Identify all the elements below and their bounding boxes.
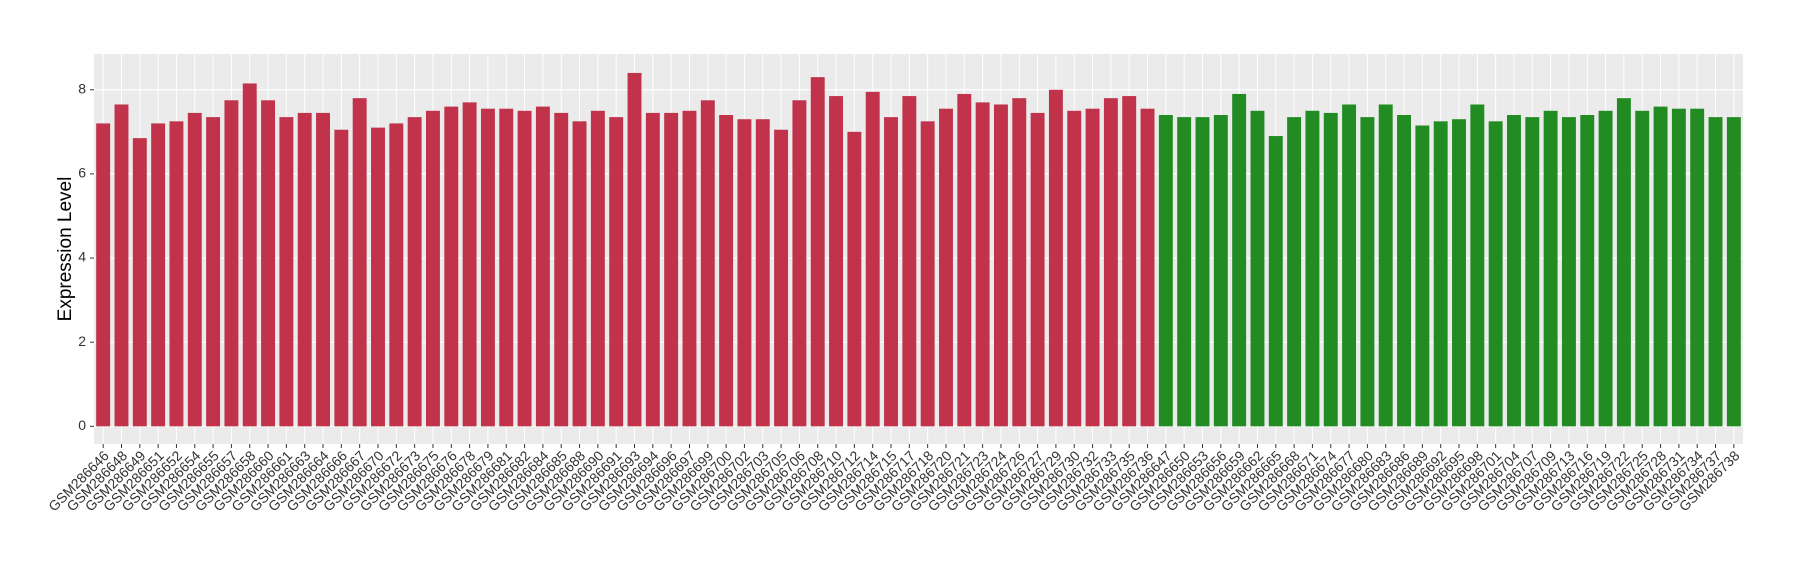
bar <box>993 104 1008 427</box>
bar <box>590 110 605 427</box>
bar <box>1415 125 1430 427</box>
bar <box>1378 104 1393 427</box>
bar <box>719 115 734 427</box>
bar <box>187 112 202 427</box>
y-tick-label: 0 <box>78 417 86 433</box>
bar <box>902 96 917 427</box>
bar <box>499 108 514 427</box>
bar <box>1507 115 1521 427</box>
bar <box>609 117 624 427</box>
bar <box>114 104 129 427</box>
bar <box>1158 115 1173 427</box>
bar <box>261 100 276 427</box>
bar <box>407 117 422 427</box>
bar <box>1543 110 1558 427</box>
bar <box>700 100 715 427</box>
bar <box>1195 117 1210 427</box>
bar <box>1305 110 1320 427</box>
bar <box>755 119 770 427</box>
bar <box>1671 108 1686 427</box>
bar <box>1213 115 1228 427</box>
bar <box>1067 110 1082 427</box>
bar <box>774 129 789 427</box>
bar <box>425 110 440 427</box>
y-axis-label: Expression Level <box>55 177 76 322</box>
bar <box>1268 136 1283 427</box>
bar <box>865 91 880 427</box>
bar <box>1690 108 1705 427</box>
bar <box>829 96 844 427</box>
bar <box>1708 117 1723 427</box>
bar <box>1433 121 1448 427</box>
bar <box>352 98 367 427</box>
bar <box>627 72 642 427</box>
bar <box>1653 106 1668 427</box>
bar <box>224 100 239 427</box>
bar <box>297 112 312 427</box>
bar <box>1470 104 1485 427</box>
bar <box>444 106 459 427</box>
y-tick-label: 2 <box>78 333 86 349</box>
bar <box>242 83 257 427</box>
bar <box>389 123 404 427</box>
bar <box>334 129 349 427</box>
bar <box>151 123 166 427</box>
bar <box>737 119 752 427</box>
bar <box>975 102 990 427</box>
bar <box>371 127 385 427</box>
bar <box>1616 98 1631 427</box>
bar <box>1140 108 1155 427</box>
bar <box>554 112 569 427</box>
y-tick-label: 8 <box>78 80 86 96</box>
bar <box>1030 112 1045 427</box>
bar <box>920 121 935 427</box>
bar <box>810 77 825 427</box>
bar <box>664 112 679 427</box>
bar <box>279 117 294 427</box>
bar <box>1561 117 1576 427</box>
bar <box>792 100 807 427</box>
y-tick-label: 4 <box>78 249 86 265</box>
bar <box>1397 115 1412 427</box>
bar <box>1250 110 1265 427</box>
bar <box>316 112 330 427</box>
panel <box>94 54 1743 444</box>
bar <box>1525 117 1540 427</box>
bar <box>1177 117 1192 427</box>
bar <box>1103 98 1118 427</box>
bar <box>939 108 953 427</box>
bar <box>1232 93 1247 427</box>
bar <box>957 93 972 427</box>
bar <box>884 117 898 427</box>
bar <box>169 121 184 427</box>
bar <box>645 112 660 427</box>
bar <box>132 138 147 427</box>
bar <box>517 110 532 427</box>
bar <box>1323 112 1338 427</box>
y-tick-label: 6 <box>78 165 86 181</box>
bar <box>462 102 477 427</box>
bar <box>1085 108 1100 427</box>
bar <box>535 106 550 427</box>
bar <box>1580 115 1595 427</box>
bar <box>1598 110 1613 427</box>
bar <box>1452 119 1466 427</box>
bar <box>1488 121 1503 427</box>
bar <box>572 121 587 427</box>
bar <box>847 131 862 427</box>
bar <box>96 123 111 427</box>
bar <box>682 110 697 427</box>
bar <box>1048 89 1063 427</box>
bar <box>1342 104 1357 427</box>
bar <box>1726 117 1741 427</box>
bar <box>480 108 495 427</box>
bar <box>1360 117 1375 427</box>
bar <box>1287 117 1302 427</box>
bar <box>1635 110 1650 427</box>
bar <box>1012 98 1027 427</box>
bar <box>206 117 221 427</box>
bar <box>1122 96 1137 427</box>
